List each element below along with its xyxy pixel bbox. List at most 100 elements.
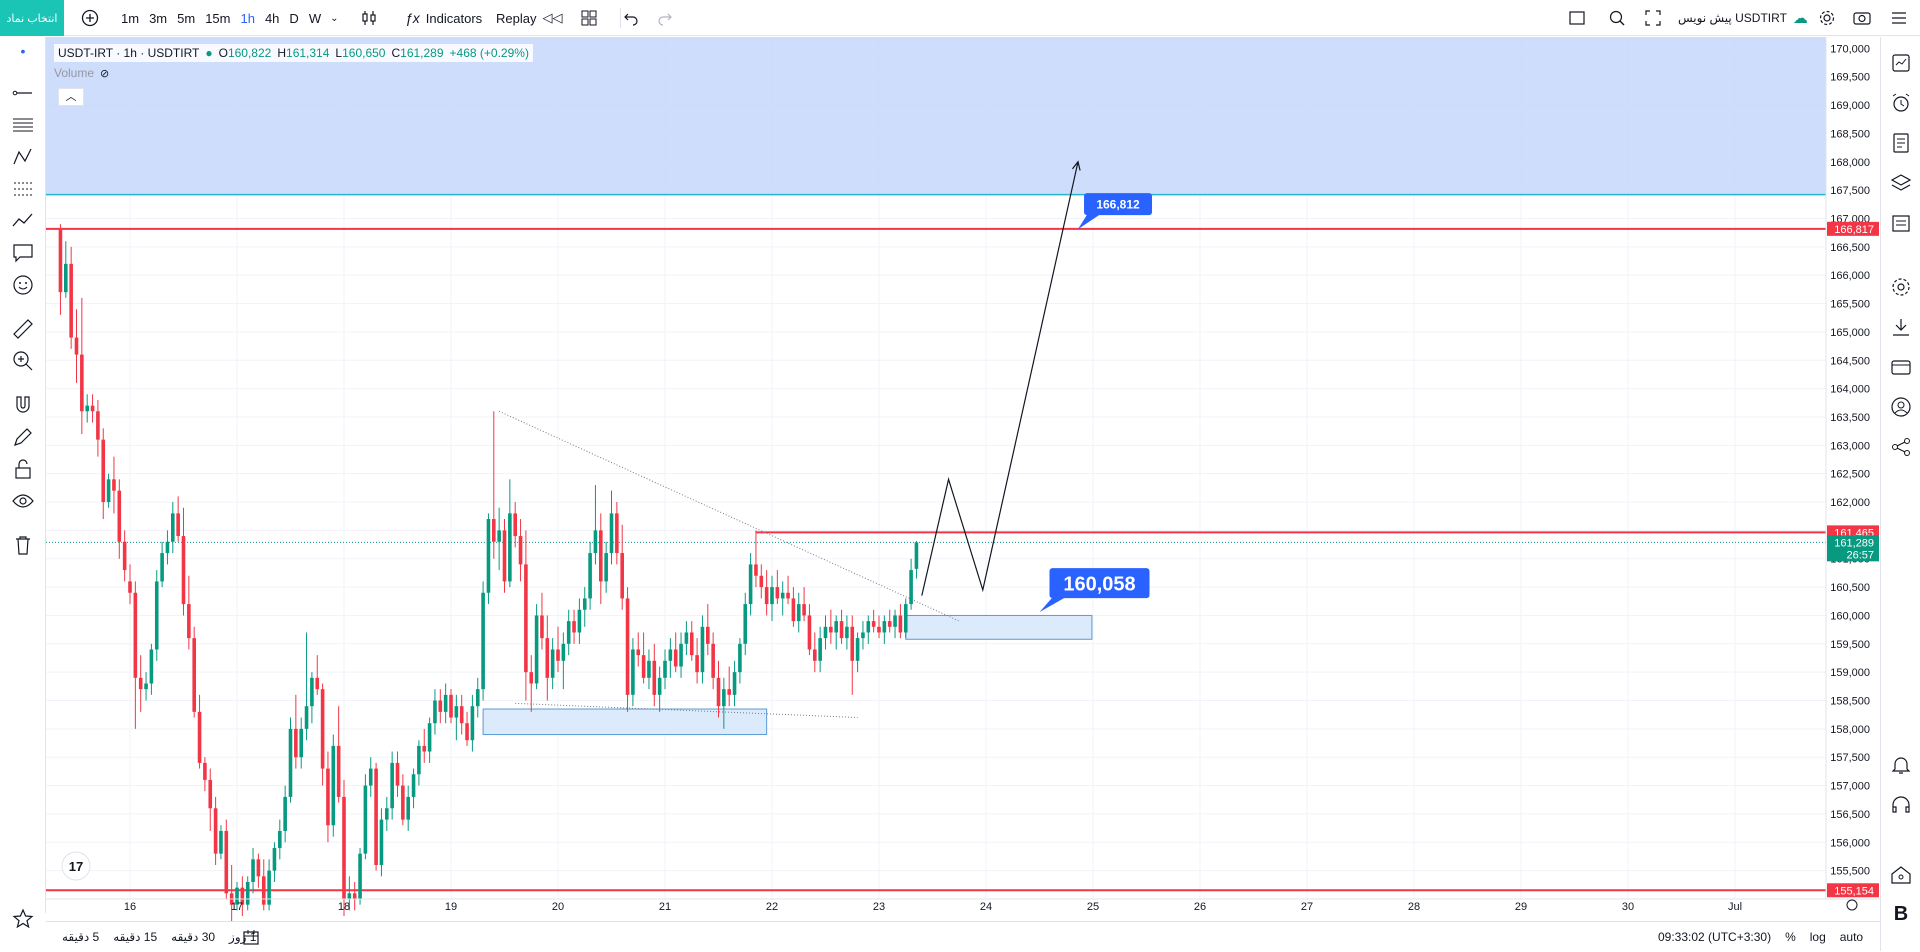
magnet-icon[interactable] [11,393,35,417]
candle-body [417,745,421,775]
eye-icon[interactable] [11,489,35,513]
candle-down [839,609,844,644]
candle-down [320,683,325,786]
trade-draft-button[interactable]: پیش نویس USDTIRT ☁ [1678,0,1808,36]
trend-line-icon[interactable] [11,81,35,105]
eye-hidden-icon[interactable]: ⊘ [100,67,110,80]
candle-body [176,513,180,537]
price-tick-label: 157,000 [1830,781,1870,793]
gear-icon[interactable] [1889,275,1913,299]
symbol-search-button[interactable]: انتخاب نماد [0,0,64,36]
candle-up [700,615,705,684]
notes-icon[interactable] [1889,131,1913,155]
percent-toggle[interactable]: % [1785,930,1796,944]
interval-4h[interactable]: 4h [264,10,280,26]
redo-icon[interactable] [656,0,674,36]
fib-lines-icon[interactable] [11,113,35,137]
auto-toggle[interactable]: auto [1839,930,1864,944]
legend-symbol[interactable]: USDT-IRT · 1h · USDTIRT [58,46,200,60]
home-icon[interactable] [1889,863,1913,887]
interval-1h[interactable]: 1h [240,10,255,26]
interval-5m[interactable]: 5m [177,10,196,26]
zoom-search-icon[interactable] [1608,0,1626,36]
lock-icon[interactable] [11,457,35,481]
calendar-range-icon[interactable] [242,928,260,949]
projection-arrowhead [1071,160,1081,171]
log-toggle[interactable]: log [1809,930,1826,944]
candle-down [807,604,812,656]
candle-body [256,859,261,877]
candle-up [85,394,89,423]
volume-legend[interactable]: Volume ⊘ [54,66,109,80]
fullscreen-box-icon[interactable] [1568,0,1586,36]
download-icon[interactable] [1889,315,1913,339]
candle-body [679,643,683,667]
zoom-in-icon[interactable] [11,349,35,373]
candle-body [663,660,667,678]
calendar-list-icon[interactable] [1889,211,1913,235]
layouts-icon[interactable] [580,0,598,36]
candle-down [58,224,63,315]
watchlist-icon[interactable] [1889,51,1913,75]
candle-down [764,570,769,616]
bell-icon[interactable] [1889,753,1913,777]
price-tag-bg [1827,221,1879,236]
candle-body [475,689,480,707]
menu-icon[interactable] [1890,0,1908,36]
toolbar-divider [620,8,621,28]
price-scale[interactable] [1826,37,1880,899]
add-symbol-icon[interactable] [80,0,100,36]
alarm-clock-icon[interactable] [1889,91,1913,115]
candle-up [417,740,421,786]
interval-w[interactable]: W [308,10,322,26]
candle-body [673,649,678,667]
undo-icon[interactable] [622,0,640,36]
interval-d[interactable]: D [289,10,299,26]
brush-icon[interactable] [11,209,35,233]
star-icon[interactable] [11,907,35,931]
time-tick-label: 27 [1301,901,1313,913]
clock-display[interactable]: 09:33:02 (UTC+3:30) [1658,930,1772,944]
cursor-dot-icon[interactable]: • [20,43,26,59]
range-5m[interactable]: 5 دقیقه [62,930,100,944]
candle-up [245,876,250,911]
pencil-lock-icon[interactable] [11,425,35,449]
brand-b-icon[interactable]: B [1893,903,1909,925]
indicators-button[interactable]: ƒx Indicators [405,0,482,36]
range-30m[interactable]: 30 دقیقه [171,930,216,944]
layers-icon[interactable] [1889,171,1913,195]
time-scale-settings-icon[interactable] [1846,899,1858,911]
replay-button[interactable]: Replay ◁◁ [496,0,562,36]
candle-body [497,530,501,542]
interval-3m[interactable]: 3m [149,10,168,26]
emoji-icon[interactable] [11,273,35,297]
replay-icon: ◁◁ [542,10,563,25]
projection-icon[interactable] [11,177,35,201]
projection-path[interactable] [921,161,1079,596]
candle-body [342,796,346,899]
text-note-icon[interactable] [11,241,35,265]
candle-up [64,241,68,298]
pattern-icon[interactable] [11,145,35,169]
interval-1m[interactable]: 1m [121,10,140,26]
expand-icon[interactable] [1644,0,1662,36]
wallet-icon[interactable] [1889,355,1913,379]
chevron-down-icon[interactable]: ⌄ [330,12,339,24]
collapse-legend-button[interactable]: ︿ [58,88,84,106]
candle-body [112,479,116,491]
callout-label: 166,812 [1096,197,1140,211]
interval-15m[interactable]: 15m [205,10,231,26]
settings-icon[interactable] [1818,0,1836,36]
candle-body [893,615,897,627]
share-icon[interactable] [1889,435,1913,459]
candle-up [475,677,480,718]
headset-icon[interactable] [1889,793,1913,817]
range-15m[interactable]: 15 دقیقه [113,930,158,944]
supply-zone[interactable] [46,37,1826,195]
trash-icon[interactable] [11,533,35,557]
camera-icon[interactable] [1852,0,1872,36]
user-icon[interactable] [1889,395,1913,419]
candles-icon[interactable] [360,0,378,36]
ruler-icon[interactable] [11,317,35,341]
